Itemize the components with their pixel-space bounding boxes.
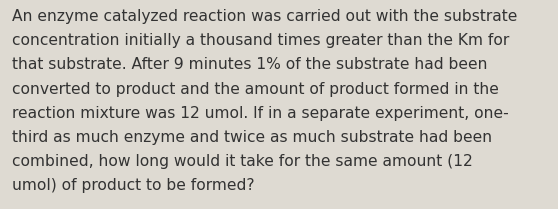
Text: third as much enzyme and twice as much substrate had been: third as much enzyme and twice as much s…	[12, 130, 492, 145]
Text: umol) of product to be formed?: umol) of product to be formed?	[12, 178, 255, 193]
Text: combined, how long would it take for the same amount (12: combined, how long would it take for the…	[12, 154, 473, 169]
Text: reaction mixture was 12 umol. If in a separate experiment, one-: reaction mixture was 12 umol. If in a se…	[12, 106, 509, 121]
Text: that substrate. After 9 minutes 1% of the substrate had been: that substrate. After 9 minutes 1% of th…	[12, 57, 488, 73]
Text: concentration initially a thousand times greater than the Km for: concentration initially a thousand times…	[12, 33, 509, 48]
Text: An enzyme catalyzed reaction was carried out with the substrate: An enzyme catalyzed reaction was carried…	[12, 9, 518, 24]
Text: converted to product and the amount of product formed in the: converted to product and the amount of p…	[12, 82, 499, 97]
